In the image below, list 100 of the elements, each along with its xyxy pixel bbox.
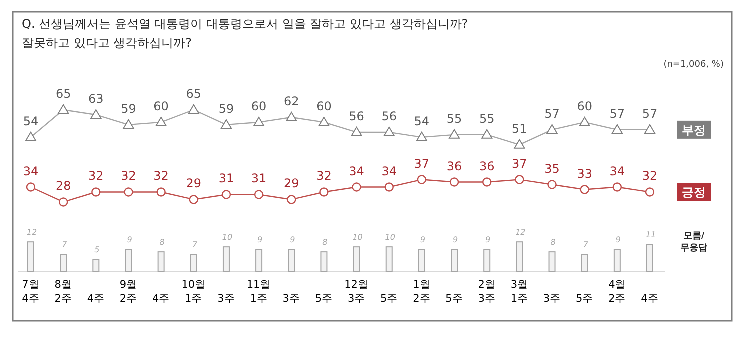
data-label: 7 <box>583 240 590 250</box>
point <box>58 104 70 114</box>
data-label: 35 <box>544 162 560 176</box>
data-label: 7 <box>192 240 198 250</box>
text: (n=1,006, %) <box>664 60 724 70</box>
legend-item: 부정 <box>677 120 711 139</box>
bar <box>614 249 621 272</box>
x-tick-label: 5주 <box>576 293 594 305</box>
bar <box>256 249 263 272</box>
data-label: 34 <box>349 164 364 178</box>
data-label: 9 <box>486 236 491 245</box>
x-tick-label: 2월 3주 <box>478 279 496 305</box>
data-label: 60 <box>154 99 169 114</box>
data-label: 32 <box>316 169 332 184</box>
data-label: 28 <box>56 179 72 194</box>
point <box>579 116 590 126</box>
data-label: 60 <box>251 99 267 114</box>
data-label: 65 <box>56 87 72 101</box>
x-tick-label: 8월 2주 <box>54 279 72 305</box>
data-label: 54 <box>23 114 39 128</box>
data-label: 9 <box>290 236 296 245</box>
data-label: 9 <box>420 236 426 245</box>
x-tick-label: 9월 2주 <box>120 279 138 305</box>
text: 모름/ 무응답 <box>680 232 708 254</box>
x-tick-label: 11월 1주 <box>246 279 272 305</box>
data-label: 29 <box>186 176 202 191</box>
point <box>548 180 557 190</box>
bar <box>451 249 458 272</box>
x-tick-label: 3월 1주 <box>510 279 529 305</box>
data-label: 12 <box>26 228 38 238</box>
bar <box>28 242 34 272</box>
data-label: 10 <box>352 233 363 242</box>
bar <box>484 249 491 272</box>
x-tick-label: 12월 3주 <box>344 279 369 305</box>
bar <box>320 252 328 272</box>
point <box>156 116 167 126</box>
point <box>287 195 296 204</box>
point <box>26 182 36 192</box>
bar <box>158 252 165 272</box>
data-label: 37 <box>414 156 430 171</box>
point <box>482 178 492 187</box>
data-label: 63 <box>88 92 104 106</box>
x-tick-label: 10월 1주 <box>182 279 206 305</box>
point <box>514 139 526 149</box>
bar <box>548 252 556 272</box>
data-label: 31 <box>251 172 267 186</box>
data-label: 9 <box>616 236 621 245</box>
point <box>222 190 232 200</box>
point <box>220 119 232 129</box>
data-label: 34 <box>382 164 398 178</box>
data-label: 54 <box>414 114 430 128</box>
data-label: 59 <box>121 102 136 116</box>
bar <box>125 249 132 272</box>
data-label: 32 <box>88 169 104 184</box>
point <box>320 188 329 197</box>
data-label: 57 <box>544 106 560 121</box>
data-label: 56 <box>349 109 364 124</box>
data-label: 37 <box>512 156 528 171</box>
bar <box>581 254 588 272</box>
point <box>384 182 394 192</box>
point <box>384 126 395 136</box>
point <box>645 188 655 197</box>
point <box>26 132 36 142</box>
data-label: 8 <box>160 238 165 248</box>
x-tick-label: 3주 <box>218 293 236 305</box>
x-tick-label: 5주 <box>380 293 398 305</box>
data-label: 36 <box>446 159 462 174</box>
point <box>449 129 460 139</box>
point <box>254 116 265 126</box>
x-tick-label: 1월 2주 <box>413 279 431 305</box>
point <box>254 190 264 200</box>
bar <box>288 249 296 272</box>
data-label: 62 <box>284 94 300 108</box>
x-tick-label: 5주 <box>315 293 334 305</box>
point <box>644 124 656 134</box>
point <box>351 126 362 136</box>
point <box>546 124 558 134</box>
data-label: 60 <box>577 99 592 114</box>
data-label: 65 <box>186 87 202 101</box>
data-label: 29 <box>284 176 300 191</box>
data-label: 60 <box>316 99 332 114</box>
data-label: 34 <box>23 164 39 178</box>
data-label: 9 <box>127 236 132 245</box>
point <box>515 175 524 184</box>
point <box>416 132 428 142</box>
data-label: 10 <box>222 233 233 242</box>
data-label: 32 <box>154 169 169 184</box>
data-label: 11 <box>646 230 656 240</box>
point <box>189 195 198 204</box>
data-label: 57 <box>642 106 658 121</box>
x-tick-label: 4주 <box>641 293 659 305</box>
point <box>58 198 68 207</box>
data-label: 7 <box>62 240 68 250</box>
data-label: 51 <box>512 122 528 136</box>
bar <box>516 242 524 272</box>
data-label: 32 <box>642 169 658 184</box>
bar <box>92 259 100 272</box>
data-label: 12 <box>516 228 526 238</box>
point <box>612 182 622 192</box>
data-label: 32 <box>121 169 136 184</box>
